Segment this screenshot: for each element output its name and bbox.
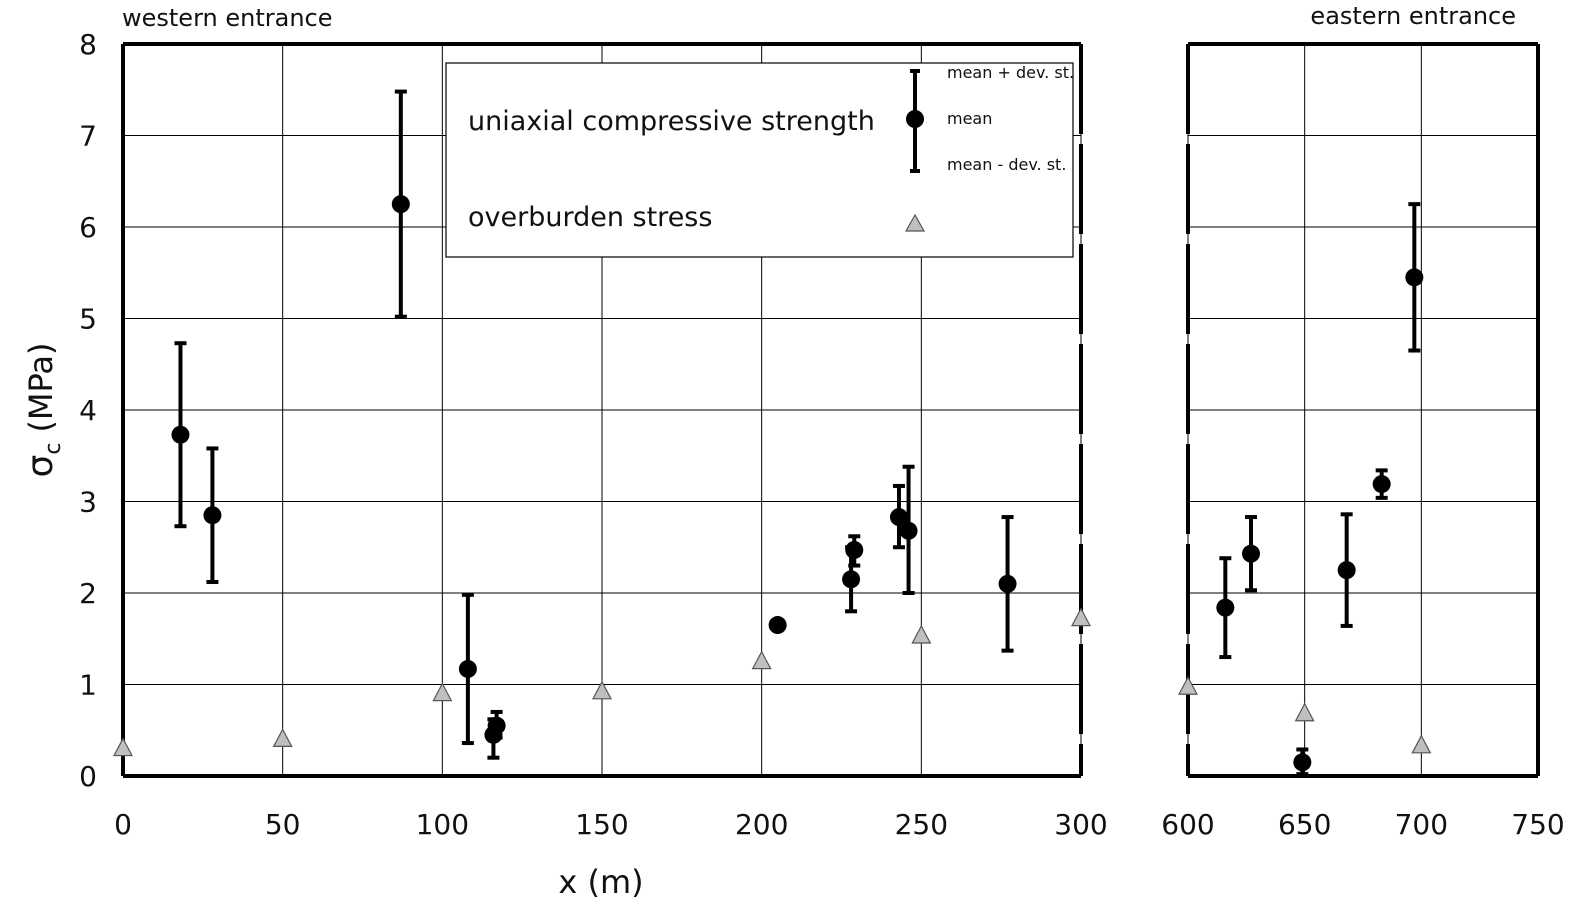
eastern-entrance-label: eastern entrance — [1310, 2, 1516, 30]
x-axis-label: x (m) — [558, 863, 643, 901]
ucs-mean-point — [845, 540, 864, 559]
tick-labels: 0 50 100 150 200 250 300 600 650 700 750 0 1 2 3 4 5 6 7 8 — [79, 28, 1565, 841]
ucs-mean-point — [998, 574, 1017, 593]
ucs-mean-point — [1242, 544, 1260, 563]
ucs-mean-point — [487, 716, 506, 735]
ucs-mean-point — [1405, 268, 1424, 287]
y-tick-label: 1 — [79, 669, 97, 702]
ucs-mean-point — [1372, 475, 1391, 494]
x-tick-label: 300 — [1054, 808, 1107, 841]
ucs-mean-point — [899, 521, 918, 540]
x-tick-label: 150 — [575, 808, 628, 841]
overburden-stress-point — [272, 728, 293, 748]
y-axis-label-symbol: σ — [20, 455, 61, 478]
overburden-stress-point — [911, 624, 932, 644]
western-entrance-label: western entrance — [122, 4, 333, 32]
y-tick-label: 3 — [79, 486, 97, 519]
legend-mean-label: mean — [947, 109, 992, 128]
y-tick-label: 0 — [79, 760, 97, 793]
overburden-stress-point — [1071, 607, 1091, 627]
legend-ucs-label: uniaxial compressive strength — [468, 106, 875, 137]
y-tick-label: 8 — [79, 28, 97, 61]
legend-upper-label: mean + dev. st. — [947, 63, 1074, 82]
x-tick-label: 100 — [416, 808, 469, 841]
ucs-mean-point — [1293, 753, 1312, 772]
plot-frames — [121, 42, 1540, 778]
y-axis-label-unit: (MPa) — [22, 343, 60, 433]
x-tick-label: 600 — [1161, 808, 1214, 841]
overburden-stress-point — [592, 680, 612, 700]
y-tick-label: 6 — [79, 211, 97, 244]
ucs-mean-point — [768, 616, 787, 635]
x-tick-label: 50 — [265, 808, 301, 841]
data-marks — [113, 89, 1432, 777]
svg-text:σc(MPa): σc (MPa) — [20, 343, 66, 478]
overburden-stress-point — [1411, 734, 1432, 754]
x-tick-label: 750 — [1511, 808, 1564, 841]
y-tick-label: 7 — [79, 120, 97, 153]
y-tick-label: 2 — [79, 577, 97, 610]
ucs-mean-point — [203, 506, 222, 525]
x-tick-label: 700 — [1395, 808, 1448, 841]
legend-box — [445, 62, 1074, 258]
legend: uniaxial compressive strength overburden… — [445, 62, 1074, 258]
ucs-mean-point — [391, 195, 410, 214]
overburden-stress-point — [113, 737, 133, 757]
x-tick-label: 200 — [735, 808, 788, 841]
y-tick-label: 4 — [79, 394, 97, 427]
legend-errorbar-marker — [906, 69, 924, 173]
legend-overburden-label: overburden stress — [468, 202, 712, 233]
overburden-stress-point — [751, 650, 772, 670]
x-tick-label: 0 — [114, 808, 132, 841]
ucs-mean-point — [889, 508, 908, 527]
ucs-mean-point — [842, 570, 861, 589]
ucs-mean-point — [1337, 561, 1356, 580]
overburden-stress-point — [1294, 702, 1315, 722]
x-tick-label: 250 — [895, 808, 948, 841]
y-axis-label-subscript: c — [41, 443, 66, 455]
ucs-mean-point — [458, 659, 477, 678]
overburden-stress-point — [432, 682, 453, 702]
legend-triangle-marker — [904, 213, 926, 232]
legend-lower-label: mean - dev. st. — [947, 155, 1066, 174]
ucs-mean-point — [1216, 598, 1235, 617]
y-axis-label: σc (MPa) — [20, 343, 66, 478]
ucs-mean-point — [171, 425, 190, 444]
y-tick-label: 5 — [79, 303, 97, 336]
overburden-stress-point — [1178, 675, 1198, 695]
x-tick-label: 650 — [1278, 808, 1331, 841]
